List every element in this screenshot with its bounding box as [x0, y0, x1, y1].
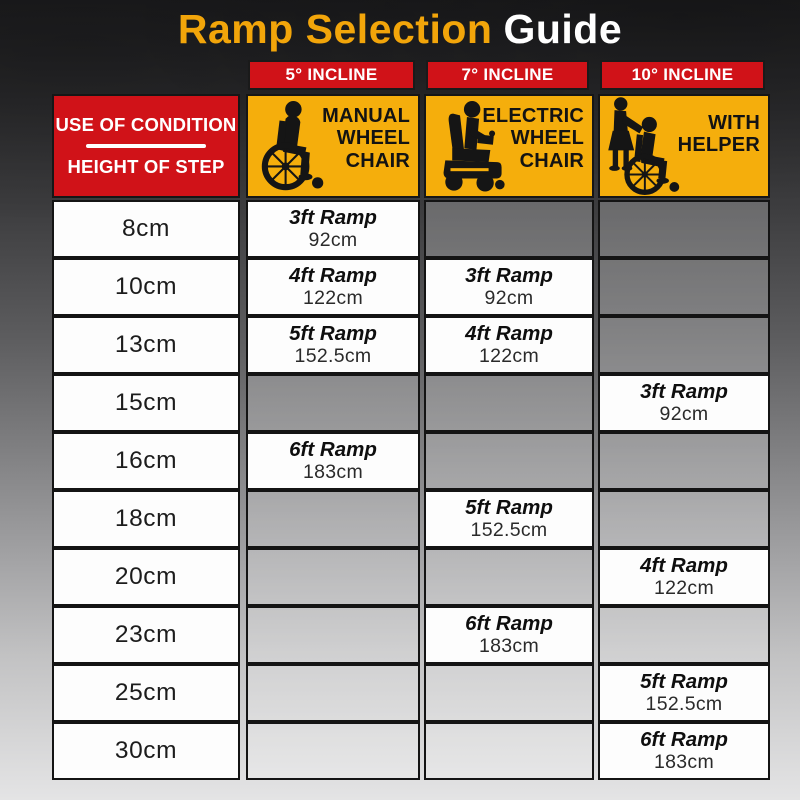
ramp-cell: 5ft Ramp 152.5cm [424, 490, 594, 548]
step-cell: 20cm [52, 548, 240, 606]
ramp-cell: 4ft Ramp 122cm [424, 316, 594, 374]
with-helper-header: WITH HELPER [598, 94, 770, 198]
empty-cell [424, 200, 594, 258]
page-title: Ramp Selection Guide [0, 6, 800, 53]
wheelchair-with-helper-icon [602, 96, 702, 195]
column-with-helper: 10° INCLINE [598, 60, 770, 780]
empty-cell [246, 548, 420, 606]
step-cell: 25cm [52, 664, 240, 722]
empty-cell [424, 374, 594, 432]
manual-wheelchair-label: MANUAL WHEEL CHAIR [322, 105, 410, 172]
incline-badge-10deg: 10° INCLINE [600, 60, 765, 90]
ramp-cell: 6ft Ramp 183cm [424, 606, 594, 664]
empty-cell [598, 606, 770, 664]
column-height-of-step: USE OF CONDITION HEIGHT OF STEP 8cm 10cm… [52, 60, 240, 780]
ramp-cell: 6ft Ramp 183cm [246, 432, 420, 490]
condition-header-line1: USE OF CONDITION [55, 113, 237, 135]
manual-wheelchair-icon [250, 98, 342, 195]
step-cell: 8cm [52, 200, 240, 258]
ramp-cell: 5ft Ramp 152.5cm [246, 316, 420, 374]
ramp-cell: 3ft Ramp 92cm [246, 200, 420, 258]
title-highlight: Ramp Selection [177, 6, 493, 52]
ramp-cell: 3ft Ramp 92cm [598, 374, 770, 432]
column-electric-wheelchair: 7° INCLINE [424, 60, 594, 780]
step-cell: 10cm [52, 258, 240, 316]
empty-cell [246, 722, 420, 780]
step-rows: 8cm 10cm 13cm 15cm 16cm 18cm 20cm 23cm 2… [52, 200, 240, 780]
empty-cell [598, 316, 770, 374]
empty-cell [598, 200, 770, 258]
empty-cell [598, 258, 770, 316]
empty-cell [246, 374, 420, 432]
ramp-cell: 4ft Ramp 122cm [246, 258, 420, 316]
empty-cell [246, 490, 420, 548]
empty-cell [424, 664, 594, 722]
electric-rows: 3ft Ramp 92cm 4ft Ramp 122cm 5ft Ramp 15… [424, 200, 594, 780]
empty-cell [424, 432, 594, 490]
empty-cell [246, 606, 420, 664]
column-manual-wheelchair: 5° INCLINE [246, 60, 420, 780]
electric-wheelchair-label: ELECTRIC WHEEL CHAIR [482, 105, 584, 172]
empty-cell [598, 432, 770, 490]
step-cell: 16cm [52, 432, 240, 490]
electric-wheelchair-icon [428, 98, 518, 195]
manual-rows: 3ft Ramp 92cm 4ft Ramp 122cm 5ft Ramp 15… [246, 200, 420, 780]
condition-header: USE OF CONDITION HEIGHT OF STEP [52, 94, 240, 198]
with-helper-label: WITH HELPER [677, 112, 760, 157]
empty-cell [598, 490, 770, 548]
ramp-cell: 3ft Ramp 92cm [424, 258, 594, 316]
empty-cell [424, 722, 594, 780]
header-divider [86, 143, 206, 149]
helper-rows: 3ft Ramp 92cm 4ft Ramp 122cm 5ft Ramp 15… [598, 200, 770, 780]
step-cell: 30cm [52, 722, 240, 780]
incline-badge-5deg: 5° INCLINE [248, 60, 415, 90]
step-cell: 13cm [52, 316, 240, 374]
incline-badge-7deg: 7° INCLINE [426, 60, 589, 90]
title-rest: Guide [503, 6, 623, 52]
empty-cell [246, 664, 420, 722]
condition-header-line2: HEIGHT OF STEP [67, 156, 225, 178]
step-cell: 18cm [52, 490, 240, 548]
step-cell: 23cm [52, 606, 240, 664]
electric-wheelchair-header: ELECTRIC WHEEL CHAIR [424, 94, 594, 198]
badge-spacer [52, 60, 240, 94]
manual-wheelchair-header: MANUAL WHEEL CHAIR [246, 94, 420, 198]
ramp-cell: 5ft Ramp 152.5cm [598, 664, 770, 722]
ramp-cell: 6ft Ramp 183cm [598, 722, 770, 780]
step-cell: 15cm [52, 374, 240, 432]
empty-cell [424, 548, 594, 606]
ramp-cell: 4ft Ramp 122cm [598, 548, 770, 606]
